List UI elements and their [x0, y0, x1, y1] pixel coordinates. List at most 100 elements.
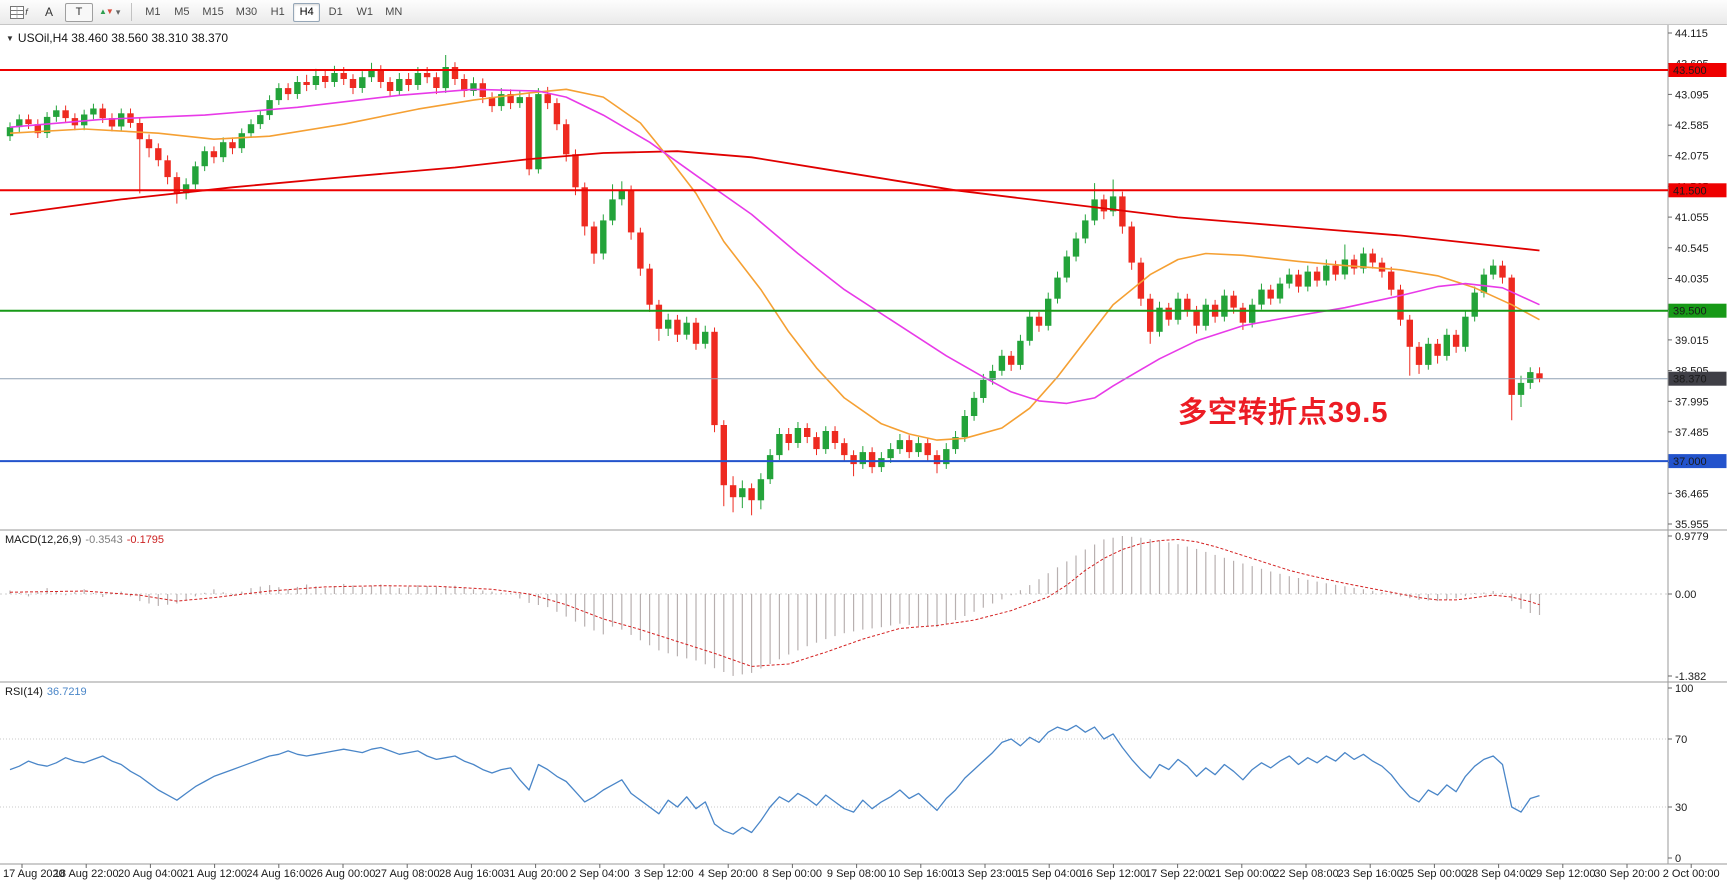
svg-text:25 Sep 00:00: 25 Sep 00:00	[1402, 868, 1467, 880]
svg-text:43.500: 43.500	[1673, 65, 1707, 77]
svg-text:28 Aug 16:00: 28 Aug 16:00	[439, 868, 504, 880]
svg-text:0.00: 0.00	[1675, 589, 1696, 601]
svg-text:100: 100	[1675, 683, 1693, 695]
text-tool-button[interactable]: T	[65, 2, 93, 22]
macd-axis[interactable]: 0.9779 0.00 -1.382	[1668, 531, 1709, 683]
svg-text:41.500: 41.500	[1673, 185, 1707, 197]
svg-text:39.500: 39.500	[1673, 306, 1707, 318]
panel-borders	[0, 25, 1727, 865]
svg-text:30 Sep 20:00: 30 Sep 20:00	[1594, 868, 1659, 880]
text-tool-label: T	[75, 6, 83, 18]
ma-slow-red	[9, 150, 1540, 252]
symbol-ohlc-text: USOil,H4 38.460 38.560 38.310 38.370	[17, 31, 229, 45]
macd-panel	[0, 536, 1668, 676]
rsi-value: 36.7219	[46, 686, 87, 698]
svg-text:20 Aug 04:00: 20 Aug 04:00	[118, 868, 183, 880]
svg-text:16 Sep 12:00: 16 Sep 12:00	[1081, 868, 1146, 880]
rsi-line	[9, 724, 1540, 835]
tool-a-button[interactable]: A	[35, 1, 63, 23]
toolbar: f A T ▲ ▼ ▾ M1 M5 M15 M30 H1 H4 D1 W1 MN	[0, 0, 1727, 25]
svg-text:0.9779: 0.9779	[1675, 531, 1709, 543]
svg-text:15 Sep 04:00: 15 Sep 04:00	[1016, 868, 1081, 880]
svg-text:41.055: 41.055	[1675, 212, 1709, 224]
ma-mid-orange	[9, 88, 1540, 441]
tf-button-mn[interactable]: MN	[380, 3, 407, 22]
macd-name: MACD(12,26,9)	[5, 534, 82, 546]
tf-button-d1[interactable]: D1	[322, 3, 349, 22]
tf-button-m5[interactable]: M5	[168, 3, 195, 22]
svg-text:30: 30	[1675, 802, 1687, 814]
price-tag-37.000: 37.000	[1668, 454, 1727, 469]
svg-text:17 Sep 22:00: 17 Sep 22:00	[1145, 868, 1210, 880]
tf-button-h4[interactable]: H4	[293, 2, 321, 22]
svg-text:10 Sep 16:00: 10 Sep 16:00	[888, 868, 953, 880]
svg-text:31 Aug 20:00: 31 Aug 20:00	[503, 868, 568, 880]
macd-signal-value: -0.1795	[126, 534, 165, 546]
svg-text:43.095: 43.095	[1675, 89, 1709, 101]
svg-text:23 Sep 16:00: 23 Sep 16:00	[1337, 868, 1402, 880]
svg-text:17 Aug 2020: 17 Aug 2020	[3, 868, 65, 880]
chart-annotation[interactable]: 多空转折点39.5	[1178, 397, 1389, 429]
svg-text:0: 0	[1675, 853, 1681, 865]
rsi-label: RSI(14) 36.7219	[5, 686, 87, 698]
svg-text:70: 70	[1675, 734, 1687, 746]
svg-text:27 Aug 08:00: 27 Aug 08:00	[375, 868, 440, 880]
ma-fast-magenta	[9, 88, 1540, 405]
svg-text:37.995: 37.995	[1675, 396, 1709, 408]
svg-text:2 Sep 04:00: 2 Sep 04:00	[570, 868, 629, 880]
svg-text:42.585: 42.585	[1675, 120, 1709, 132]
svg-text:24 Aug 16:00: 24 Aug 16:00	[246, 868, 311, 880]
chart-grid-icon	[10, 5, 25, 19]
horizontal-lines[interactable]	[0, 69, 1668, 463]
toolbar-separator	[131, 3, 133, 21]
svg-text:-1.382: -1.382	[1675, 671, 1706, 683]
svg-text:22 Sep 08:00: 22 Sep 08:00	[1273, 868, 1338, 880]
svg-text:9 Sep 08:00: 9 Sep 08:00	[827, 868, 886, 880]
function-icon: f	[25, 7, 28, 17]
svg-text:35.955: 35.955	[1675, 519, 1709, 531]
price-tag-41.500: 41.500	[1668, 183, 1727, 198]
collapse-triangle-icon[interactable]: ▼	[6, 34, 14, 43]
timeframe-group: M1 M5 M15 M30 H1 H4 D1 W1 MN	[138, 2, 408, 22]
rsi-name: RSI(14)	[5, 686, 43, 698]
macd-main-value: -0.3543	[85, 534, 123, 546]
svg-text:28 Sep 04:00: 28 Sep 04:00	[1466, 868, 1531, 880]
tf-button-m30[interactable]: M30	[231, 3, 262, 22]
moving-averages	[9, 88, 1540, 441]
rsi-axis[interactable]: 100 70 30 0	[1668, 683, 1693, 865]
tf-button-h1[interactable]: H1	[264, 3, 291, 22]
svg-text:26 Aug 00:00: 26 Aug 00:00	[311, 868, 376, 880]
svg-text:39.015: 39.015	[1675, 335, 1709, 347]
svg-text:21 Aug 12:00: 21 Aug 12:00	[182, 868, 247, 880]
svg-text:37.485: 37.485	[1675, 427, 1709, 439]
macd-signal-line	[9, 538, 1540, 667]
svg-text:8 Sep 00:00: 8 Sep 00:00	[763, 868, 822, 880]
svg-text:29 Sep 12:00: 29 Sep 12:00	[1530, 868, 1595, 880]
symbol-ohlc-label: ▼ USOil,H4 38.460 38.560 38.310 38.370	[6, 31, 228, 45]
svg-text:3 Sep 12:00: 3 Sep 12:00	[634, 868, 693, 880]
tf-button-m15[interactable]: M15	[197, 3, 228, 22]
svg-text:40.035: 40.035	[1675, 274, 1709, 286]
arrows-tool-button[interactable]: ▲ ▼ ▾	[95, 1, 124, 23]
svg-text:36.465: 36.465	[1675, 488, 1709, 500]
dropdown-caret-icon: ▾	[115, 6, 121, 17]
price-tag-38.370: 38.370	[1668, 371, 1727, 386]
rsi-panel	[0, 724, 1668, 835]
svg-text:18 Aug 22:00: 18 Aug 22:00	[54, 868, 119, 880]
svg-text:44.115: 44.115	[1675, 28, 1708, 40]
svg-text:38.370: 38.370	[1673, 374, 1707, 386]
arrow-up-icon: ▲	[99, 7, 107, 16]
svg-text:37.000: 37.000	[1673, 456, 1707, 468]
tf-button-m1[interactable]: M1	[139, 3, 166, 22]
tf-button-w1[interactable]: W1	[351, 3, 378, 22]
indicators-list-button[interactable]: f	[5, 1, 33, 23]
svg-text:13 Sep 23:00: 13 Sep 23:00	[952, 868, 1017, 880]
tool-a-label: A	[44, 5, 53, 19]
svg-text:42.075: 42.075	[1675, 151, 1709, 163]
price-axis[interactable]: 44.11543.60543.09542.58542.07541.56541.0…	[1668, 28, 1727, 531]
macd-label: MACD(12,26,9) -0.3543 -0.1795	[5, 534, 164, 546]
price-tag-39.500: 39.500	[1668, 303, 1727, 318]
